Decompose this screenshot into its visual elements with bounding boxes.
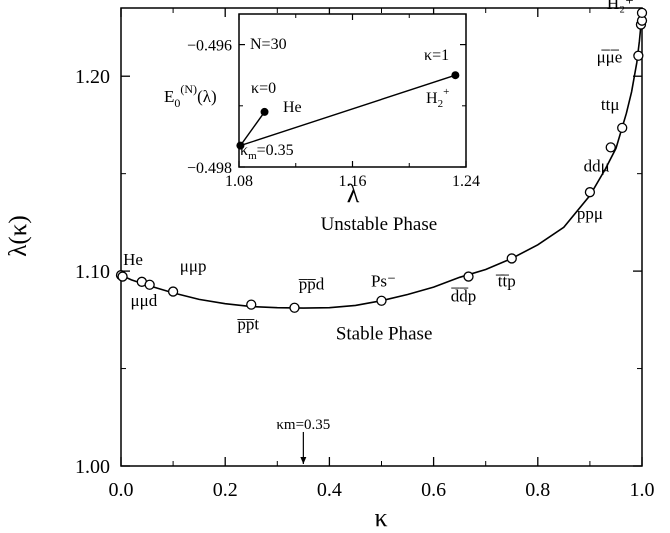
inset-data-point — [451, 71, 460, 80]
main-x-tick-label: 0.8 — [525, 479, 550, 501]
inset-series-lines — [239, 74, 456, 147]
data-point — [289, 302, 300, 313]
data-point — [376, 295, 387, 306]
point-label: t̅t̅p — [495, 271, 516, 290]
inset-y-tick-label: −0.496 — [187, 38, 232, 55]
point-label: H₂⁺ — [607, 0, 634, 13]
inset-n-label: N=30 — [250, 36, 287, 53]
main-x-tick-label: 0.6 — [421, 479, 446, 501]
inset-x-tick-label: 1.08 — [225, 173, 253, 190]
main-x-tick-label: 0.0 — [109, 479, 134, 501]
main-y-tick-label: 1.00 — [75, 456, 110, 478]
data-point — [117, 271, 128, 282]
inset-tick-labels: 1.08 1.16 1.24 −0.496 −0.498 — [187, 38, 480, 190]
main-x-tick-label: 1.0 — [630, 479, 655, 501]
main-x-axis-label: κ — [374, 503, 387, 532]
inset-data-point — [236, 141, 245, 150]
point-label: μ̅μ̅e — [597, 48, 623, 67]
point-label: p̅p̅d — [298, 275, 325, 294]
inset-kappa0-label: κ=0 — [251, 80, 276, 97]
inset-kappa1-label: κ=1 — [424, 47, 449, 64]
inset-series-points — [236, 71, 460, 150]
data-point — [584, 187, 596, 198]
inset-data-point — [260, 107, 269, 116]
data-point — [636, 7, 648, 19]
point-label: μμp — [180, 257, 207, 276]
main-x-tick-label: 0.4 — [317, 479, 342, 501]
inset-x-tick-label: 1.16 — [339, 173, 367, 190]
inset-x-axis-label: λ — [347, 179, 360, 208]
data-point — [633, 50, 644, 61]
kappa-m-annotation: κm=0.35 — [276, 417, 330, 433]
main-annotations: Unstable Phase Stable Phase κm=0.35 — [276, 214, 437, 464]
point-label: μμd — [130, 291, 157, 310]
stable-phase-label: Stable Phase — [336, 323, 433, 344]
main-y-axis-label: λ(κ) — [5, 215, 32, 256]
data-point — [144, 279, 155, 290]
kappa-m-arrowhead — [300, 457, 307, 464]
data-point — [167, 286, 179, 297]
inset-ticks — [238, 14, 467, 168]
data-point — [617, 122, 628, 134]
inset-he-label: He — [283, 99, 302, 116]
main-y-tick-label: 1.20 — [75, 66, 110, 88]
data-point — [463, 271, 474, 282]
point-label: Ps⁻ — [371, 272, 396, 291]
main-tick-labels: 0.0 0.2 0.4 0.6 0.8 1.0 1.00 1.10 1.20 — [75, 66, 655, 501]
main-point-labels: He μμp μμd p̅p̅d p̅p̅t Ps⁻ d̅d̅p t̅t̅p ppμ ddμ ttμ… — [123, 0, 634, 334]
point-label: He — [123, 250, 143, 269]
inset-line-km-he — [239, 111, 266, 146]
inset-x-tick-label: 1.24 — [452, 173, 480, 190]
inset-y-tick-label: −0.498 — [187, 160, 232, 177]
data-point — [246, 299, 257, 310]
main-series-points — [115, 7, 648, 313]
point-label: ttμ — [601, 95, 620, 114]
data-point — [506, 253, 517, 264]
main-y-tick-label: 1.10 — [75, 261, 110, 283]
point-label: p̅p̅t — [237, 315, 260, 334]
inset-plot-frame — [238, 13, 467, 168]
point-label: ppμ — [577, 204, 603, 223]
point-label: d̅d̅p — [451, 287, 477, 306]
point-label: ddμ — [584, 156, 610, 175]
data-point — [605, 142, 616, 153]
main-x-tick-label: 0.2 — [213, 479, 238, 501]
inset-line-km-h2 — [240, 74, 456, 147]
inset-y-axis-label: E0(N)(λ) — [164, 82, 217, 110]
unstable-phase-label: Unstable Phase — [321, 214, 438, 235]
